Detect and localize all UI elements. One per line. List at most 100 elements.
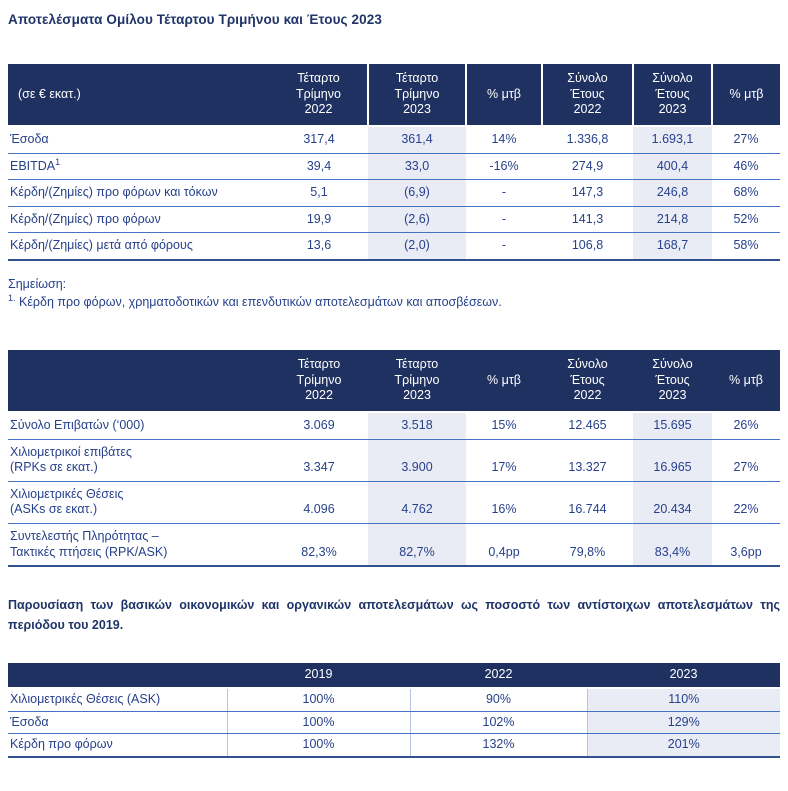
row-label: Έσοδα — [10, 714, 49, 729]
column-header-cell: Σύνολο Έτους 2023 — [633, 350, 712, 413]
value-cell: 5,1 — [270, 179, 368, 207]
table-row: Συντελεστής Πληρότητας – Τακτικές πτήσει… — [8, 523, 780, 568]
column-header-cell: Τέταρτο Τρίμηνο 2022 — [270, 64, 368, 127]
comparison-paragraph: Παρουσίαση των βασικών οικονομικών και ο… — [8, 598, 780, 633]
value-cell: 16.965 — [633, 439, 712, 482]
table-row: Κέρδη/(Ζημίες) προ φόρων 19,9 (2,6) -141,3 2… — [8, 206, 780, 234]
value-cell: 100% — [226, 687, 410, 712]
value-cell: (2,0) — [368, 232, 466, 262]
row-label: Κέρδη προ φόρων — [10, 737, 113, 752]
column-header-cell: 2023 — [587, 663, 780, 689]
table-row: Κέρδη προ φόρων 100% 132% 201% — [8, 733, 780, 758]
table-row: Χιλιομετρικές Θέσεις (ASK) 100% 90% 110% — [8, 687, 780, 712]
value-cell: 58% — [712, 232, 780, 262]
row-label-superscript: 1 — [55, 156, 61, 167]
header-label-cell: (σε € εκατ.) — [8, 64, 270, 127]
value-cell: - — [466, 179, 542, 207]
row-label: EBITDA — [10, 158, 56, 173]
value-cell: 141,3 — [542, 206, 633, 234]
value-cell: 129% — [586, 711, 780, 735]
column-header-cell: % μτβ — [466, 350, 542, 413]
value-cell: 16% — [466, 481, 542, 525]
table-row: Χιλιομετρικοί επιβάτες (RPKs σε εκατ.) 3.… — [8, 439, 780, 482]
table-header-row: Τέταρτο Τρίμηνο 2022 Τέταρτο Τρίμηνο 2023… — [8, 350, 780, 413]
row-label-cell: Χιλιομετρικοί επιβάτες (RPKs σε εκατ.) — [8, 439, 270, 482]
row-label: Συντελεστής Πληρότητας – Τακτικές πτήσει… — [10, 529, 168, 559]
value-cell: 79,8% — [542, 523, 633, 568]
value-cell: 147,3 — [542, 179, 633, 207]
value-cell: 22% — [712, 481, 780, 525]
value-cell: 13.327 — [542, 439, 633, 482]
value-cell: 4.762 — [368, 481, 466, 525]
column-header-cell: 2022 — [410, 663, 587, 689]
header-label-cell — [8, 350, 270, 413]
row-label-cell: Κέρδη/(Ζημίες) προ φόρων και τόκων — [8, 179, 270, 207]
row-label-cell: Σύνολο Επιβατών (‘000) — [8, 411, 270, 440]
value-cell: 0,4pp — [466, 523, 542, 568]
note-heading: Σημείωση: — [8, 277, 67, 291]
footnote: 1. Κέρδη προ φόρων, χρηματοδοτικών και ε… — [8, 293, 780, 309]
document-page: Αποτελέσματα Ομίλου Τέταρτου Τριμήνου κα… — [8, 12, 780, 758]
header-label-cell — [8, 663, 227, 689]
value-cell: (6,9) — [368, 179, 466, 207]
value-cell: -16% — [466, 153, 542, 181]
row-label: Χιλιομετρικοί επιβάτες (RPKs σε εκατ.) — [10, 444, 132, 475]
row-label: Κέρδη/(Ζημίες) προ φόρων — [10, 211, 161, 226]
table-header-row: 2019 2022 2023 — [8, 663, 780, 689]
column-header-cell: Σύνολο Έτους 2022 — [542, 350, 633, 413]
column-header-cell: % μτβ — [712, 350, 780, 413]
value-cell: 26% — [712, 411, 780, 440]
value-cell: 39,4 — [270, 153, 368, 181]
value-cell: 90% — [409, 687, 587, 712]
value-cell: 3.347 — [270, 439, 368, 482]
row-label-cell: Κέρδη/(Ζημίες) μετά από φόρους — [8, 232, 270, 262]
row-label-cell: Χιλιομετρικές Θέσεις (ASKs σε εκατ.) — [8, 481, 270, 525]
value-cell: 361,4 — [368, 125, 466, 154]
value-cell: 3.900 — [368, 439, 466, 482]
value-cell: 100% — [226, 711, 410, 735]
value-cell: 19,9 — [270, 206, 368, 234]
row-label-cell: Κέρδη προ φόρων — [8, 733, 227, 758]
value-cell: 400,4 — [633, 153, 712, 181]
row-label: Χιλιομετρικές Θέσεις (ASK) — [10, 691, 161, 706]
row-label: Κέρδη/(Ζημίες) μετά από φόρους — [10, 238, 193, 253]
column-header-cell: % μτβ — [465, 64, 542, 127]
row-label: Χιλιομετρικές Θέσεις (ASKs σε εκατ.) — [10, 486, 124, 517]
column-header-cell: Τέταρτο Τρίμηνο 2023 — [367, 64, 466, 127]
comparison-2019-table: 2019 2022 2023 Χιλιομετρικές Θέσεις (ASK) 10… — [8, 663, 780, 758]
value-cell: 13,6 — [270, 232, 368, 262]
financial-results-table: (σε € εκατ.) Τέταρτο Τρίμηνο 2022 Τέταρτο … — [8, 64, 780, 262]
value-cell: 83,4% — [633, 523, 712, 568]
row-label-cell: Κέρδη/(Ζημίες) προ φόρων — [8, 206, 270, 234]
value-cell: 1.336,8 — [542, 125, 633, 154]
table-row: Έσοδα 100% 102% 129% — [8, 711, 780, 735]
value-cell: 33,0 — [368, 153, 466, 181]
value-cell: - — [466, 232, 542, 262]
value-cell: 106,8 — [542, 232, 633, 262]
row-label: Σύνολο Επιβατών (‘000) — [10, 417, 145, 432]
column-header-cell: 2019 — [227, 663, 410, 689]
row-label-cell: Συντελεστής Πληρότητας – Τακτικές πτήσει… — [8, 523, 270, 568]
value-cell: 317,4 — [270, 125, 368, 154]
row-label: Έσοδα — [10, 131, 49, 146]
value-cell: 246,8 — [633, 179, 712, 207]
value-cell: 214,8 — [633, 206, 712, 234]
value-cell: 274,9 — [542, 153, 633, 181]
row-label-cell: Έσοδα — [8, 125, 270, 154]
column-header-cell: % μτβ — [711, 64, 780, 127]
value-cell: 4.096 — [270, 481, 368, 525]
value-cell: 3.518 — [368, 411, 466, 440]
value-cell: 14% — [466, 125, 542, 154]
table-row: Κέρδη/(Ζημίες) μετά από φόρους 13,6 (2,0) -… — [8, 232, 780, 262]
value-cell: 82,3% — [270, 523, 368, 568]
table-row: Χιλιομετρικές Θέσεις (ASKs σε εκατ.) 4.09… — [8, 481, 780, 525]
value-cell: 27% — [712, 439, 780, 482]
value-cell: 46% — [712, 153, 780, 181]
table-row: Έσοδα 317,4 361,4 14% 1.336,8 1.693,1 27% — [8, 125, 780, 154]
value-cell: 82,7% — [368, 523, 466, 568]
value-cell: 15% — [466, 411, 542, 440]
value-cell: 12.465 — [542, 411, 633, 440]
row-label-cell: EBITDA1 — [8, 153, 270, 181]
value-cell: 15.695 — [633, 411, 712, 440]
footnote-text: Κέρδη προ φόρων, χρηματοδοτικών και επεν… — [15, 295, 502, 309]
